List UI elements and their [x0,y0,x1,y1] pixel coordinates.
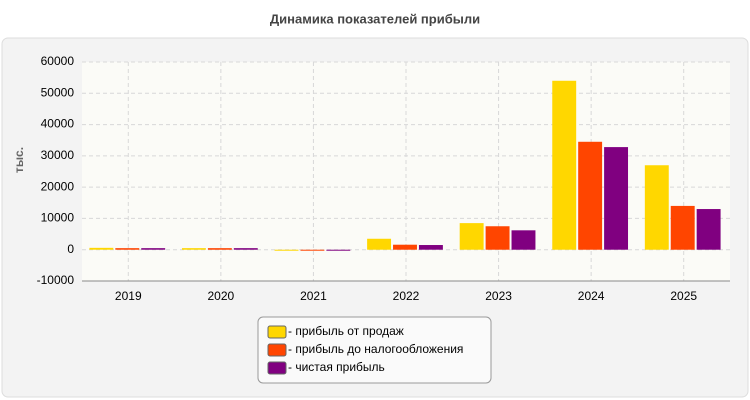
x-tick-label: 2020 [208,289,235,303]
legend-label: - прибыль до налогообложения [288,342,463,356]
bar [115,248,140,250]
y-axis-label: тыс. [12,147,26,173]
legend-swatch [267,325,287,339]
x-tick-label: 2025 [670,289,697,303]
bar [207,248,232,250]
y-tick-label: 0 [67,242,74,256]
x-tick-label: 2019 [115,289,142,303]
legend-label: - чистая прибыль [288,360,385,374]
bar [393,244,417,250]
bar [367,238,392,250]
bar [89,247,114,250]
y-tick-label: -10000 [37,273,75,287]
bar [578,141,603,250]
bar [485,226,510,250]
y-tick-label: 20000 [41,179,75,193]
bar [511,230,536,250]
bar [552,80,577,250]
bar [326,249,351,251]
bar [644,165,669,250]
bar [300,249,325,251]
bar [670,205,695,250]
y-tick-label: 60000 [41,54,75,68]
y-tick-label: 50000 [41,85,75,99]
chart-title: Динамика показателей прибыли [270,11,480,26]
legend-label: - прибыль от продаж [288,324,404,338]
x-tick-label: 2022 [393,289,420,303]
y-tick-label: 40000 [41,117,75,131]
bar [274,249,299,251]
legend-swatch [267,361,287,375]
bar [604,147,629,250]
bar [459,223,484,250]
x-tick-label: 2024 [578,289,605,303]
bar [696,209,721,250]
bar [418,245,443,250]
y-tick-label: 10000 [41,211,75,225]
x-tick-label: 2021 [300,289,327,303]
bar [181,248,206,250]
bar [141,248,166,250]
x-tick-label: 2023 [485,289,512,303]
legend [257,316,492,384]
y-tick-label: 30000 [41,148,75,162]
bar [233,248,258,250]
legend-swatch [267,343,287,357]
